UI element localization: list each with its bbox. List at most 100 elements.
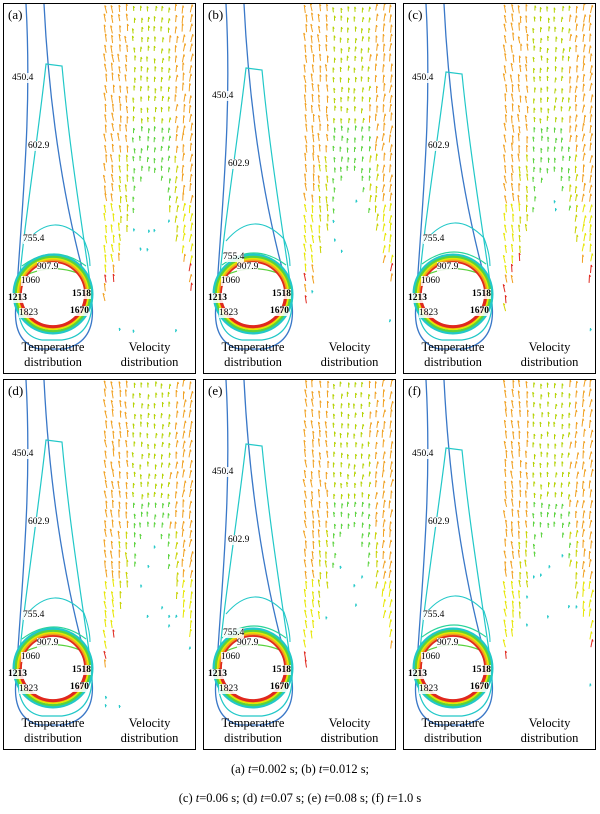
velocity-arrow-head — [325, 430, 328, 433]
velocity-arrow — [310, 609, 313, 618]
velocity-arrow-head — [183, 449, 186, 452]
velocity-arrow — [182, 34, 185, 43]
velocity-arrow-head — [548, 482, 551, 485]
velocity-arrow — [110, 14, 114, 23]
velocity-arrow-head — [503, 303, 506, 306]
velocity-arrow-head — [176, 481, 179, 484]
velocity-arrow-head — [590, 451, 593, 454]
velocity-arrow — [524, 224, 528, 232]
velocity-arrow-head — [155, 5, 158, 9]
velocity-arrow-head — [383, 490, 386, 493]
velocity-arrow-head — [383, 133, 385, 136]
velocity-arrow-head — [347, 17, 350, 20]
velocity-arrow-head — [389, 588, 392, 592]
velocity-arrow-head — [576, 390, 578, 393]
velocity-arrow-head — [326, 400, 330, 404]
velocity-arrow-head — [312, 113, 315, 117]
velocity-arrow-head — [190, 610, 193, 613]
velocity-arrow-head — [319, 214, 322, 217]
velocity-arrow — [190, 591, 193, 600]
velocity-arrow-head — [118, 13, 121, 17]
velocity-arrow — [311, 235, 315, 244]
velocity-arrow — [519, 216, 521, 224]
velocity-arrow-head — [332, 208, 335, 211]
velocity-arrow-head — [353, 403, 356, 406]
velocity-arrow — [326, 175, 329, 183]
velocity-arrow — [504, 165, 507, 174]
velocity-arrow-head — [376, 581, 379, 584]
velocity-arrow — [189, 381, 191, 390]
velocity-arrow-head — [390, 24, 393, 27]
velocity-arrow — [105, 225, 107, 234]
velocity-arrow-head — [517, 520, 520, 523]
velocity-arrow — [504, 389, 507, 398]
velocity-arrow — [324, 421, 327, 429]
velocity-arrow-head — [317, 84, 320, 87]
velocity-arrow-head — [176, 145, 179, 149]
velocity-arrow — [325, 530, 329, 538]
velocity-arrow — [390, 273, 393, 282]
velocity-arrow-head — [126, 459, 129, 463]
velocity-arrow-head — [133, 148, 136, 151]
velocity-arrow-head — [311, 254, 314, 257]
panel-d: 450.4 602.9 755.4 907.9 1060 1213 1518 1823 1670… — [3, 379, 196, 750]
velocity-arrow — [118, 165, 121, 173]
velocity-arrow-head — [583, 528, 585, 532]
velocity-arrow-head — [311, 275, 314, 278]
velocity-arrow-head — [568, 471, 571, 475]
velocity-arrow-head — [334, 523, 337, 527]
velocity-arrow-head — [361, 135, 364, 138]
velocity-arrow-head — [326, 84, 329, 87]
velocity-arrow-head — [592, 468, 594, 472]
velocity-arrow — [510, 409, 513, 418]
velocity-arrow-head — [569, 542, 572, 545]
velocity-arrow-head — [346, 137, 349, 141]
velocity-arrow-head — [170, 471, 173, 475]
velocity-arrow-head — [533, 481, 536, 484]
velocity-arrow — [119, 580, 121, 588]
velocity-arrow-head — [318, 94, 321, 97]
velocity-arrow-head — [561, 67, 564, 70]
velocity-arrow-head — [317, 154, 320, 158]
velocity-arrow — [103, 133, 107, 142]
velocity-arrow-head — [192, 53, 194, 56]
velocity-arrow — [310, 420, 314, 429]
velocity-arrow-head — [582, 418, 585, 421]
velocity-arrow-head — [312, 182, 315, 186]
velocity-arrow — [311, 83, 314, 92]
velocity-arrow — [189, 530, 192, 539]
velocity-arrow-head — [324, 155, 327, 159]
velocity-arrow — [325, 44, 328, 52]
velocity-arrow — [125, 13, 128, 21]
velocity-arrow — [589, 215, 592, 224]
contour-label: 1213 — [408, 669, 427, 679]
contour-label: 1518 — [272, 665, 291, 675]
velocity-arrow-head — [325, 64, 328, 67]
velocity-arrow — [504, 408, 508, 417]
velocity-arrow-head — [119, 399, 122, 403]
velocity-arrow — [382, 480, 385, 489]
velocity-arrow-head — [182, 528, 185, 532]
velocity-arrow-head — [346, 442, 349, 445]
velocity-arrow — [590, 468, 594, 477]
velocity-arrow-head — [532, 158, 535, 161]
velocity-arrow-head — [341, 503, 344, 506]
velocity-arrow-head — [168, 614, 171, 618]
velocity-arrow-head — [346, 165, 349, 168]
velocity-arrow-head — [153, 423, 156, 426]
velocity-arrow-head — [347, 6, 350, 9]
velocity-distribution-caption: Velocity distribution — [520, 340, 579, 369]
velocity-arrow — [125, 389, 127, 397]
velocity-arrow-head — [310, 23, 313, 27]
velocity-arrow-head — [354, 471, 357, 474]
velocity-arrow-head — [575, 226, 578, 229]
velocity-arrow-head — [110, 381, 113, 384]
velocity-arrow — [181, 489, 185, 498]
velocity-arrow-head — [391, 509, 394, 512]
velocity-arrow-head — [184, 93, 187, 97]
velocity-arrow-head — [154, 491, 156, 495]
velocity-arrow-head — [502, 581, 506, 584]
velocity-arrow — [310, 254, 314, 263]
velocity-arrow-head — [118, 252, 121, 256]
velocity-arrow-head — [161, 483, 164, 486]
